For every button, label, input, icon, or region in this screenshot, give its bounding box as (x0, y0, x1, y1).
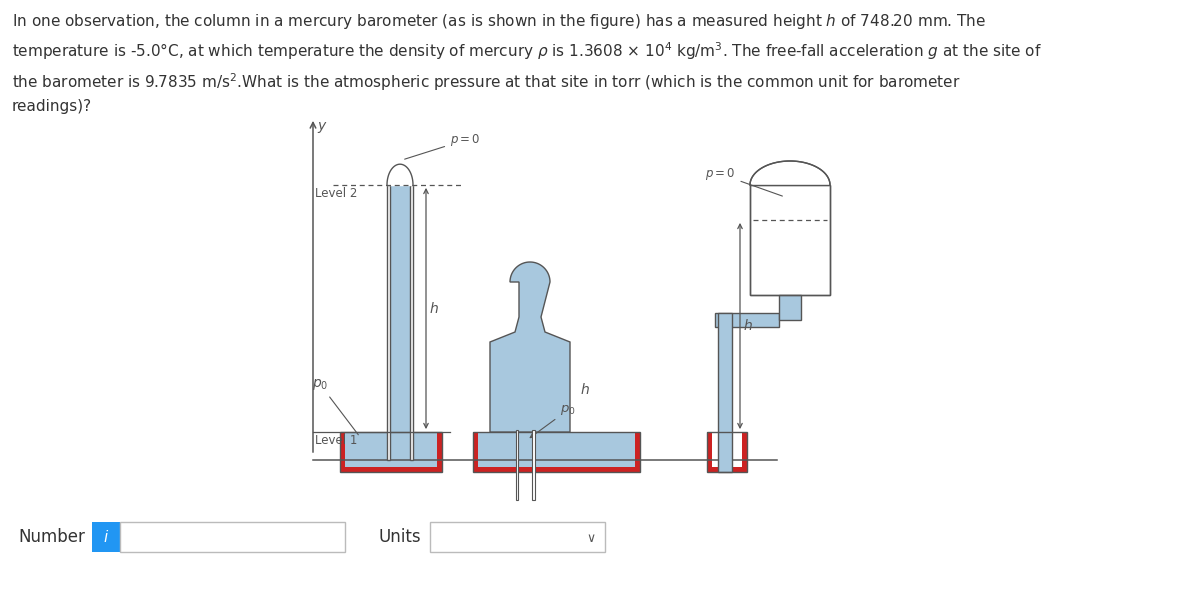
Text: In one observation, the column in a mercury barometer (as is shown in the figure: In one observation, the column in a merc… (12, 12, 1042, 114)
Text: ∨: ∨ (587, 532, 595, 544)
Bar (340, 467, 442, 472)
Bar (779, 295, 802, 320)
Text: $p = 0$: $p = 0$ (404, 132, 480, 159)
Bar (120, 522, 346, 552)
Bar (390, 185, 410, 432)
Bar (516, 430, 518, 500)
Bar (473, 467, 640, 472)
Bar (340, 432, 442, 472)
Text: Level 2: Level 2 (314, 187, 358, 200)
Bar (473, 432, 640, 472)
Bar (750, 185, 830, 295)
Bar (635, 432, 640, 472)
Text: $p_0$: $p_0$ (530, 403, 576, 438)
Text: $p_0$: $p_0$ (312, 377, 359, 435)
Bar (478, 432, 635, 467)
Bar (386, 185, 390, 460)
Bar (750, 185, 830, 295)
Bar (437, 432, 442, 472)
Bar (707, 467, 746, 472)
Bar (430, 522, 605, 552)
Text: Units: Units (378, 528, 421, 546)
Bar (340, 432, 346, 472)
Text: $h$: $h$ (743, 318, 752, 333)
Text: $i$: $i$ (103, 529, 109, 545)
Text: $h$: $h$ (580, 382, 590, 397)
Text: $y$: $y$ (317, 120, 328, 135)
Polygon shape (751, 220, 829, 295)
Bar (707, 432, 712, 472)
Bar (742, 432, 746, 472)
Bar (92, 522, 120, 552)
Text: $h$: $h$ (430, 301, 439, 316)
Bar (346, 432, 437, 467)
Bar (715, 313, 779, 327)
Text: Number: Number (18, 528, 85, 546)
Text: Level 1: Level 1 (314, 434, 358, 447)
Bar (473, 432, 478, 472)
Bar (532, 430, 534, 500)
Bar (718, 313, 732, 472)
Polygon shape (490, 262, 570, 432)
Text: $p = 0$: $p = 0$ (706, 166, 782, 196)
Bar (410, 185, 413, 460)
Bar (707, 432, 746, 472)
